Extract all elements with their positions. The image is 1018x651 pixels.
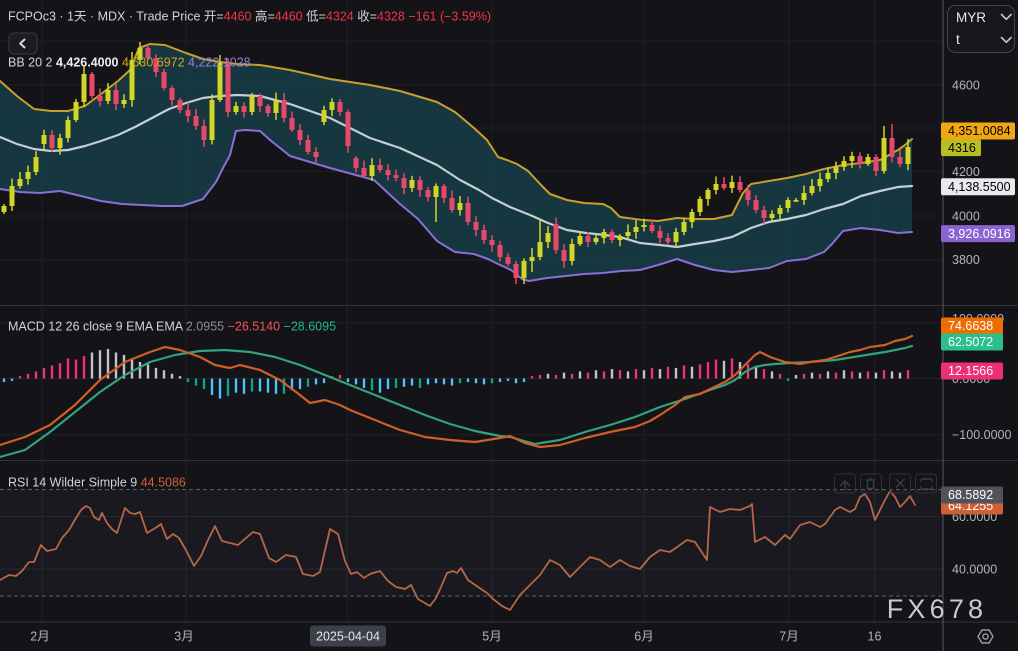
svg-text:6月: 6月 xyxy=(634,630,653,644)
svg-text:RSI 14 Wilder Simple 9 44.508: RSI 14 Wilder Simple 9 44.5086 xyxy=(8,476,186,490)
svg-text:BB 20 2 4,426.4000 4,630.697: BB 20 2 4,426.4000 4,630.6972 4,222.1028 xyxy=(8,56,251,70)
svg-text:4000: 4000 xyxy=(952,210,980,224)
svg-text:3800: 3800 xyxy=(952,253,980,267)
svg-text:4600: 4600 xyxy=(952,79,980,93)
svg-text:40.0000: 40.0000 xyxy=(952,563,997,577)
svg-text:3月: 3月 xyxy=(174,630,193,644)
svg-text:4200: 4200 xyxy=(952,165,980,179)
svg-text:5月: 5月 xyxy=(482,630,501,644)
svg-text:FX678: FX678 xyxy=(887,594,988,624)
svg-text:2025-04-04: 2025-04-04 xyxy=(316,630,380,644)
svg-text:4316: 4316 xyxy=(948,141,976,155)
svg-text:68.5892: 68.5892 xyxy=(948,488,993,502)
svg-text:MACD 12 26 close 9 EMA EMA 2.: MACD 12 26 close 9 EMA EMA 2.0955 −26.51… xyxy=(8,320,336,334)
svg-text:t: t xyxy=(956,32,960,47)
svg-text:4,351.0084: 4,351.0084 xyxy=(948,124,1011,138)
svg-text:MYR: MYR xyxy=(956,10,986,25)
svg-text:3,926.0916: 3,926.0916 xyxy=(948,227,1011,241)
svg-text:4,138.5500: 4,138.5500 xyxy=(948,180,1011,194)
svg-text:7月: 7月 xyxy=(779,630,798,644)
svg-text:2月: 2月 xyxy=(30,630,49,644)
svg-text:62.5072: 62.5072 xyxy=(948,335,993,349)
svg-text:−100.0000: −100.0000 xyxy=(952,428,1011,442)
svg-text:16: 16 xyxy=(868,630,882,644)
svg-text:74.6638: 74.6638 xyxy=(948,319,993,333)
svg-text:12.1566: 12.1566 xyxy=(948,364,993,378)
svg-text:FCPOc3 · 1天 · MDX · Trade Pric: FCPOc3 · 1天 · MDX · Trade Price 开=4460 高… xyxy=(8,9,491,24)
